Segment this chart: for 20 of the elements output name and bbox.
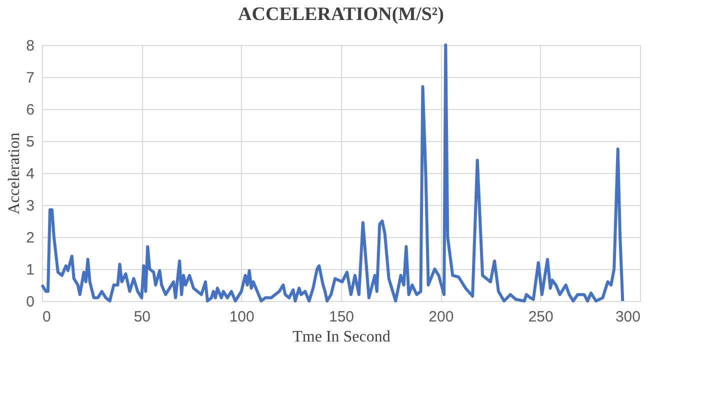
x-tick-label: 150 [328, 308, 354, 326]
y-tick-label: 1 [26, 262, 34, 278]
y-tick-label: 2 [26, 230, 34, 246]
x-axis-title: Tme In Second [292, 328, 390, 346]
y-tick-label: 5 [26, 134, 34, 150]
y-tick-label: 0 [26, 294, 34, 310]
x-tick-label: 100 [229, 308, 254, 326]
x-tick-label: 200 [428, 308, 454, 326]
x-tick-label: 250 [528, 308, 554, 326]
y-tick-label: 4 [26, 166, 34, 182]
x-tick-label: 0 [42, 308, 51, 326]
y-tick-label: 6 [26, 102, 34, 118]
x-tick-label: 50 [134, 308, 151, 326]
x-tick-label: 300 [615, 308, 640, 326]
y-tick-label: 3 [26, 198, 34, 214]
chart-title: ACCELERATION(M/S²) [238, 4, 444, 25]
y-axis-title: Acceleration [6, 132, 24, 214]
y-tick-label: 7 [26, 70, 34, 86]
y-tick-label: 8 [26, 38, 34, 54]
line-series [40, 44, 624, 302]
